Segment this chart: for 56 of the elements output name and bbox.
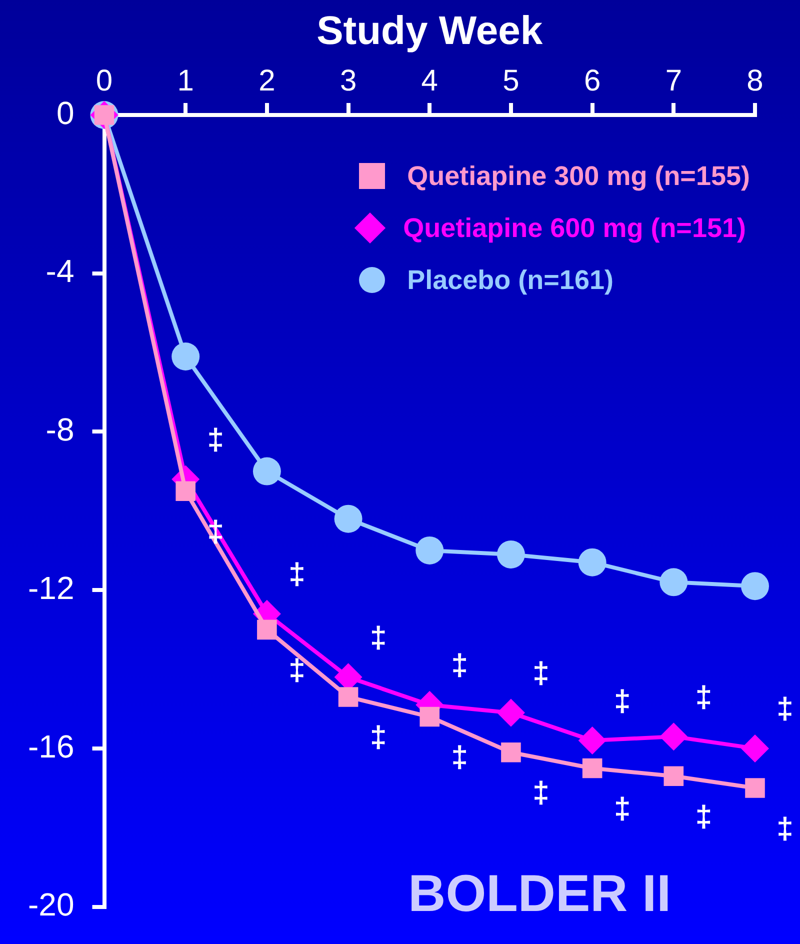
annotation: ‡ [207,515,224,548]
point [176,481,196,502]
x-tick-label: 8 [746,64,764,98]
annotation: ‡ [370,621,387,654]
annotation: ‡ [451,649,468,682]
y-tick-label: 0 [56,94,74,131]
annotation: ‡ [614,684,631,718]
point [664,766,684,786]
legend-label: Placebo (n=161) [407,264,614,296]
x-tick-label: 5 [502,64,520,98]
x-tick-label: 3 [340,64,357,98]
annotation: BOLDER II [408,865,672,924]
point [496,698,525,727]
x-tick-label: 1 [177,64,194,98]
point [338,687,358,707]
legend-label: Quetiapine 300 mg (n=155) [407,160,750,192]
x-tick-label: 7 [665,64,682,98]
annotation: ‡ [695,800,712,834]
point [578,726,606,755]
point [496,540,525,568]
x-tick-label: 6 [584,64,601,98]
y-tick-label: -4 [46,253,74,290]
point [334,504,362,533]
x-tick-label: 0 [96,64,113,98]
annotation: ‡ [776,812,794,846]
legend-label: Quetiapine 600 mg (n=151) [403,212,746,244]
point [501,742,521,762]
point [660,722,688,751]
x-tick-label: 2 [258,64,276,98]
point [252,457,281,486]
point [420,706,440,727]
annotation: ‡ [288,558,306,592]
point [741,572,769,600]
annotation: ‡ [288,654,306,687]
point [257,620,277,640]
point [582,758,602,778]
y-tick-label: -12 [28,570,74,606]
point [416,536,444,564]
point [172,342,200,370]
y-tick-label: -20 [28,886,74,923]
point [578,548,606,576]
y-tick-label: -8 [46,412,74,448]
point [741,734,769,762]
x-tick-label: 4 [421,64,438,98]
annotation: ‡ [370,721,387,754]
annotation: ‡ [776,692,794,726]
annotation: ‡ [532,776,550,810]
point [745,778,765,798]
point [660,568,688,596]
annotation: ‡ [207,423,224,456]
y-tick-label: -16 [28,728,74,764]
annotation: ‡ [451,741,468,774]
annotation: ‡ [614,792,631,826]
annotation: ‡ [532,657,550,690]
annotation: ‡ [695,680,712,714]
x-axis-title: Study Week [316,9,544,54]
